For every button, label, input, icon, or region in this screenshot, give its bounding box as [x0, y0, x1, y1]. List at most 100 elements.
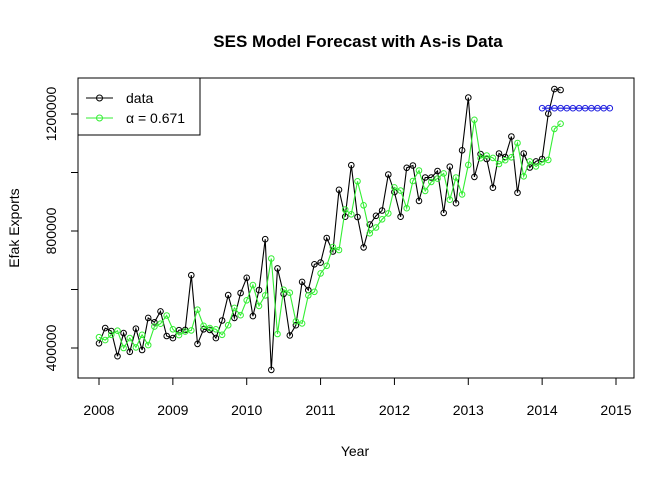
data-point [138, 331, 146, 339]
data-point [581, 104, 589, 112]
data-point [348, 211, 355, 218]
data-point [237, 289, 244, 297]
data-point [298, 278, 306, 286]
data-point [188, 271, 195, 279]
data-point [354, 213, 361, 221]
data-point [298, 320, 306, 327]
data-point [514, 189, 521, 196]
data-point [415, 167, 423, 174]
data-point [292, 318, 300, 325]
data-point [526, 158, 534, 165]
data-point [551, 125, 558, 133]
data-point [397, 187, 404, 194]
data-point [551, 85, 558, 93]
data-point [545, 104, 552, 112]
data-point [428, 178, 435, 186]
data-point [378, 216, 386, 223]
data-point [268, 255, 275, 262]
x-tick-label: 2015 [600, 402, 631, 418]
data-point [538, 104, 546, 112]
data-point [261, 235, 269, 243]
data-point [354, 178, 361, 185]
data-point [545, 156, 552, 164]
data-point [274, 330, 281, 338]
data-point [532, 158, 540, 165]
series-line [98, 119, 561, 350]
data-point [495, 150, 503, 157]
data-point [255, 302, 263, 310]
data-point [557, 86, 564, 94]
y-tick-label: 400000 [43, 324, 59, 371]
chart-title: SES Model Forecast with As-is Data [213, 32, 503, 51]
data-point [212, 326, 220, 333]
data-point [224, 321, 232, 329]
data-point [175, 331, 183, 339]
data-point [218, 317, 226, 324]
data-point [446, 163, 454, 170]
data-point [569, 104, 577, 112]
data-point [194, 340, 201, 348]
x-tick-label: 2014 [527, 402, 558, 418]
x-tick-label: 2008 [83, 402, 114, 418]
data-point [194, 306, 201, 314]
data-point [317, 259, 324, 266]
data-point [286, 332, 294, 339]
data-point [200, 322, 207, 330]
data-point [120, 329, 127, 337]
data-point [397, 213, 404, 220]
data-point [317, 270, 324, 277]
data-point [323, 234, 331, 242]
data-point [372, 212, 380, 220]
data-point [360, 202, 367, 209]
data-point [465, 94, 472, 101]
data-point [557, 120, 564, 127]
y-axis: 400000 800000 1200000 [43, 87, 79, 371]
data-point [458, 191, 466, 198]
x-tick-label: 2009 [157, 402, 188, 418]
data-point [403, 164, 411, 172]
data-point [348, 161, 355, 169]
data-point [520, 173, 528, 180]
data-point [366, 230, 374, 237]
data-point [428, 174, 435, 181]
data-point [335, 186, 343, 194]
data-point [514, 139, 521, 147]
data-point [465, 161, 472, 169]
series-forecast [538, 104, 614, 112]
data-point [415, 197, 423, 205]
data-point [181, 328, 189, 335]
data-point [206, 324, 214, 332]
legend-box [77, 77, 201, 136]
data-point [440, 170, 448, 177]
series-layer [95, 85, 614, 374]
data-point [378, 207, 386, 214]
data-point [255, 286, 263, 294]
data-point [243, 297, 250, 304]
data-point [108, 331, 115, 339]
data-point [385, 210, 392, 217]
legend-marker-alpha [96, 114, 103, 122]
data-point [575, 104, 583, 112]
data-point [188, 327, 195, 334]
data-point [594, 104, 601, 112]
data-point [434, 175, 441, 182]
y-tick-label: 1200000 [43, 87, 59, 142]
data-point [563, 104, 571, 112]
x-tick-label: 2013 [453, 402, 484, 418]
data-point [163, 332, 170, 340]
data-point [224, 291, 232, 299]
data-point [268, 366, 275, 374]
data-point [157, 320, 164, 328]
data-point [157, 308, 164, 315]
data-point [360, 244, 367, 251]
data-point [101, 324, 109, 332]
data-point [200, 326, 207, 333]
data-point [261, 292, 269, 299]
data-point [606, 104, 614, 112]
data-point [144, 314, 152, 322]
data-point [231, 314, 238, 322]
data-point [108, 327, 115, 335]
data-point [323, 262, 331, 270]
data-point [151, 319, 158, 326]
